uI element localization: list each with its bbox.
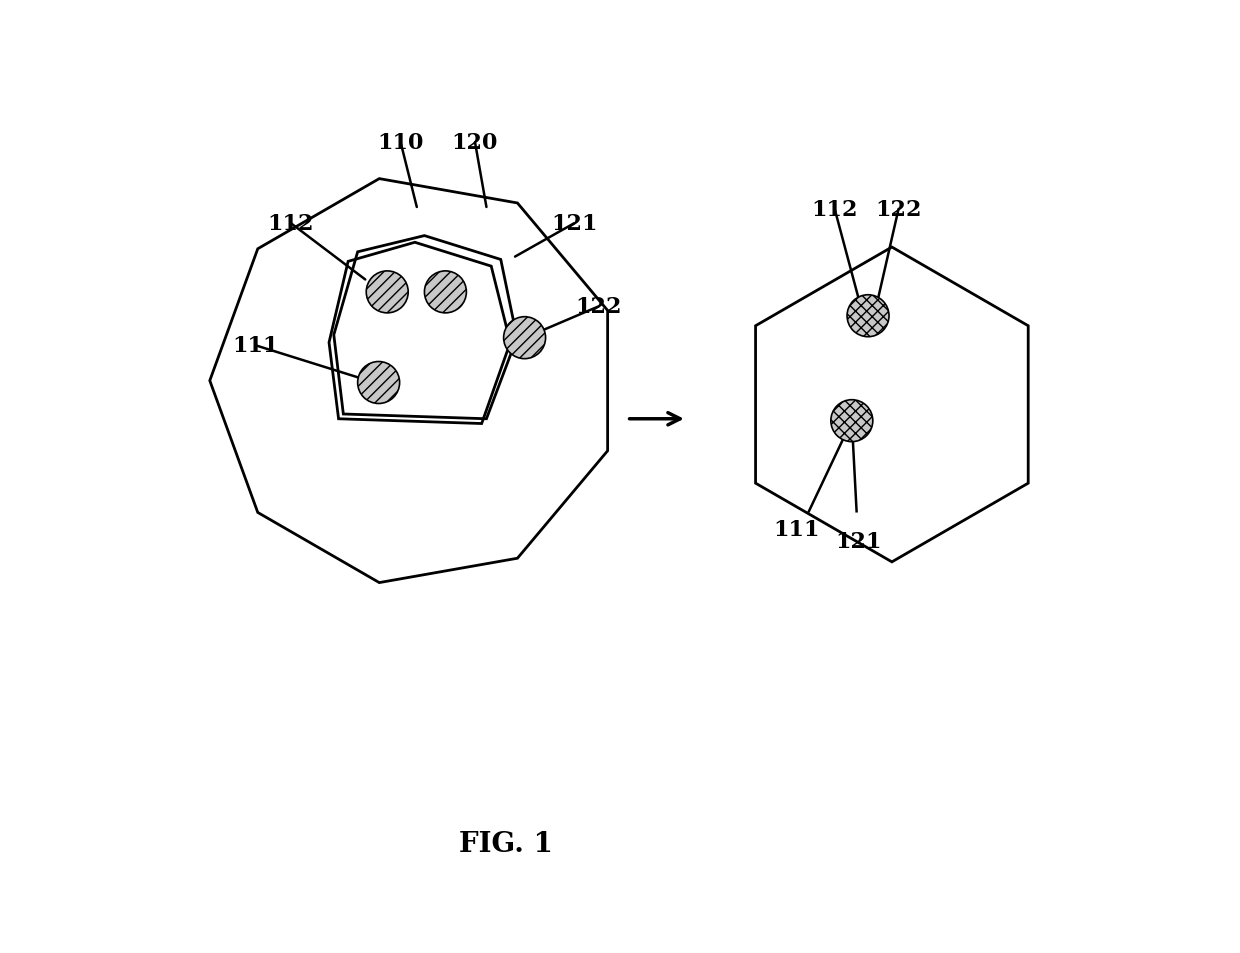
Ellipse shape <box>424 272 466 314</box>
Ellipse shape <box>366 272 408 314</box>
Text: 122: 122 <box>875 198 921 221</box>
Text: 111: 111 <box>232 335 279 357</box>
Ellipse shape <box>357 362 399 404</box>
Ellipse shape <box>503 317 546 359</box>
Text: 121: 121 <box>836 531 882 553</box>
Text: 122: 122 <box>575 295 622 318</box>
Text: 111: 111 <box>774 518 820 540</box>
Text: FIG. 1: FIG. 1 <box>459 830 553 857</box>
Text: 120: 120 <box>451 132 498 154</box>
Ellipse shape <box>831 400 873 442</box>
Ellipse shape <box>847 295 889 337</box>
Text: 112: 112 <box>268 213 314 235</box>
Text: 112: 112 <box>811 198 858 221</box>
Text: 121: 121 <box>551 213 598 235</box>
Text: 110: 110 <box>377 132 424 154</box>
